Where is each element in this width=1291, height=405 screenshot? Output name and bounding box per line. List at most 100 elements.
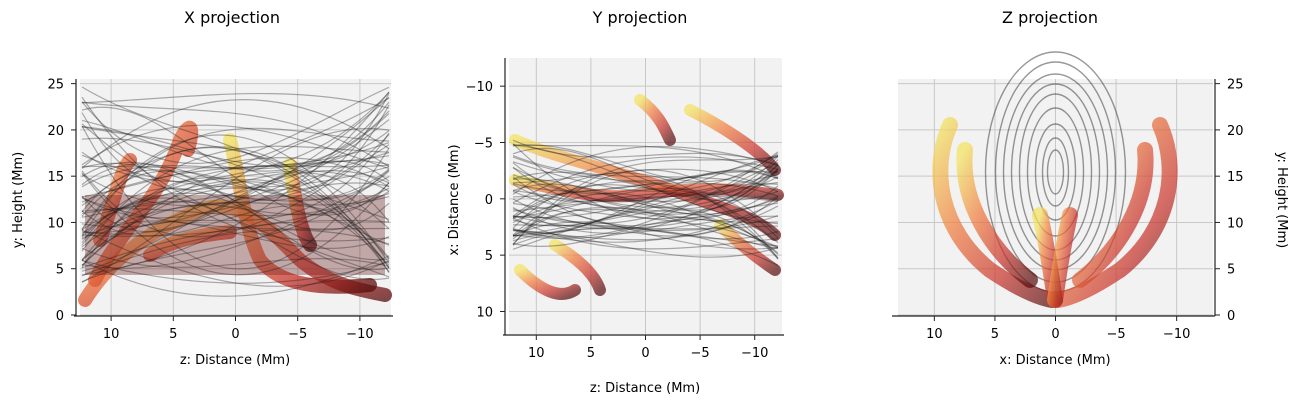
chart-title: X projection <box>184 8 280 27</box>
field-line <box>512 217 779 250</box>
field-line <box>81 170 390 217</box>
x-tick-label: 5 <box>587 346 595 361</box>
field-line <box>512 162 779 195</box>
field-line <box>512 170 779 229</box>
field-line <box>81 179 390 269</box>
flux-surface <box>283 158 317 252</box>
x-tick-label: 0 <box>641 346 649 361</box>
field-line <box>81 190 390 231</box>
field-line <box>81 155 390 203</box>
y-tick-label: 5 <box>1227 263 1235 278</box>
field-line <box>512 144 779 225</box>
field-line <box>81 126 390 220</box>
flux-surface <box>88 120 199 287</box>
field-line <box>81 113 390 215</box>
y-tick-label: 10 <box>1227 216 1244 231</box>
x-axis-label: z: Distance (Mm) <box>590 381 700 396</box>
y-tick-label: 5 <box>485 249 493 264</box>
field-line <box>512 156 779 204</box>
field-line <box>81 172 390 276</box>
field-line <box>1046 149 1065 195</box>
field-line <box>81 106 390 216</box>
field-line <box>512 202 779 250</box>
field-line <box>512 172 779 259</box>
field-line <box>512 205 779 241</box>
field-line <box>81 164 390 261</box>
field-line <box>512 163 779 237</box>
field-line <box>512 156 779 246</box>
y-axis-label: x: Distance (Mm) <box>447 144 462 255</box>
y-tick-label: 10 <box>476 305 493 320</box>
field-line <box>512 181 779 237</box>
flux-surface <box>509 174 784 203</box>
field-line <box>512 167 779 209</box>
field-line <box>81 112 390 223</box>
field-line <box>512 196 779 237</box>
field-line <box>81 187 390 217</box>
flux-surface <box>714 219 781 276</box>
field-line <box>81 126 390 230</box>
y-tick-label: 25 <box>1227 78 1244 93</box>
field-line <box>512 182 779 198</box>
field-line <box>81 181 390 273</box>
field-line <box>512 224 779 266</box>
field-line <box>512 228 779 247</box>
field-line <box>1026 107 1085 237</box>
field-line <box>81 177 390 269</box>
field-line <box>1034 123 1077 221</box>
field-line <box>1041 137 1070 207</box>
x-tick-label: 10 <box>103 327 120 342</box>
flux-surface <box>143 225 237 262</box>
field-line <box>512 169 779 245</box>
field-line <box>81 93 390 191</box>
field-line <box>81 145 390 252</box>
field-line <box>512 144 779 183</box>
axes: 10 5 0 −5 −10 0 5 10 15 20 25 <box>892 78 1244 342</box>
x-tick-label: −10 <box>741 346 768 361</box>
x-tick-label: −10 <box>1163 327 1190 342</box>
field-line <box>512 195 779 212</box>
plot-content <box>78 86 392 307</box>
field-line <box>81 132 390 261</box>
field-line <box>81 104 390 202</box>
y-axis-label: y: Height (Mm) <box>11 152 26 248</box>
field-line <box>512 147 779 194</box>
field-line <box>81 144 390 238</box>
field-line <box>512 183 779 216</box>
y-axis-label: y: Height (Mm) <box>1274 152 1289 248</box>
field-line <box>512 200 779 243</box>
field-line <box>81 92 390 109</box>
field-line <box>81 229 390 287</box>
field-line <box>512 209 779 260</box>
field-line <box>81 101 390 172</box>
field-line <box>81 123 390 278</box>
field-line <box>81 160 390 233</box>
y-tick-label: 0 <box>56 309 64 324</box>
field-line <box>81 169 390 283</box>
field-line <box>81 151 390 192</box>
field-line <box>81 98 390 169</box>
flux-surface <box>956 142 1038 288</box>
field-line <box>512 145 779 195</box>
field-line <box>81 259 390 284</box>
field-line <box>81 119 390 207</box>
flux-surface <box>932 117 1060 308</box>
field-line <box>512 169 779 234</box>
axes: 10 5 0 −5 −10 0 5 10 15 20 25 <box>47 78 393 342</box>
field-line <box>512 154 779 237</box>
y-tick-label: 5 <box>56 263 64 278</box>
field-line <box>512 151 779 225</box>
field-line <box>512 218 779 255</box>
field-line <box>512 174 779 223</box>
field-line <box>81 154 390 189</box>
field-line <box>81 220 390 250</box>
field-line <box>81 195 390 262</box>
field-line <box>81 125 390 270</box>
chart-title: Y projection <box>592 8 688 27</box>
field-line <box>81 130 390 168</box>
field-line <box>81 229 390 277</box>
field-line <box>512 144 779 179</box>
field-line <box>512 164 779 224</box>
field-line <box>81 197 390 281</box>
field-line <box>512 166 779 254</box>
